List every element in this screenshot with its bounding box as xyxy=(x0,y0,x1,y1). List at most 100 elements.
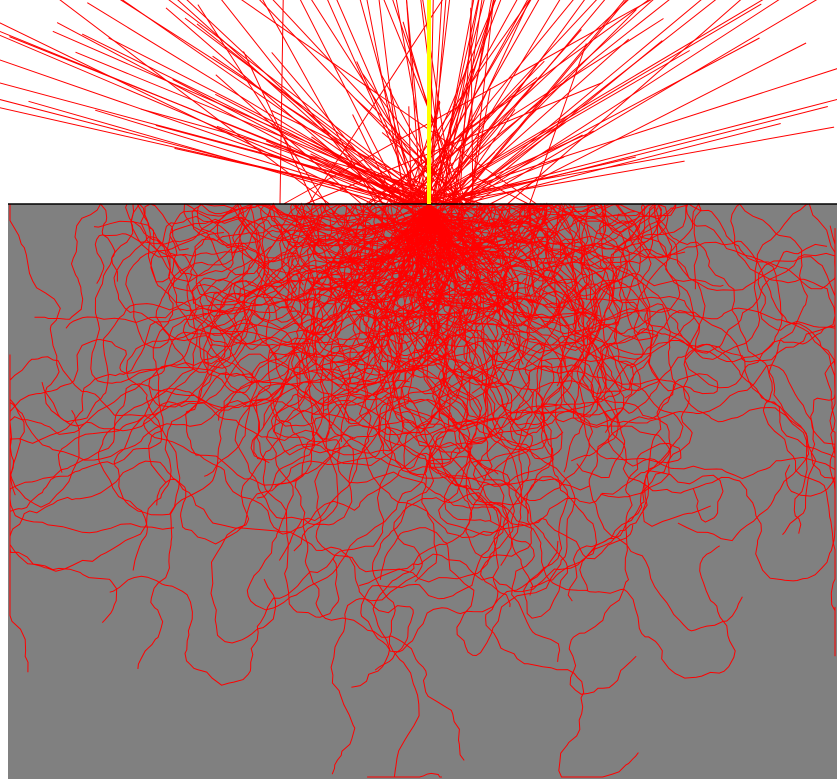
backscatter-ray xyxy=(336,0,427,205)
electron-trajectory xyxy=(57,203,430,473)
electron-trajectory xyxy=(344,203,642,426)
electron-trajectory xyxy=(428,203,711,527)
backscatter-ray xyxy=(186,0,406,205)
electron-trajectory xyxy=(415,203,677,433)
electron-trajectory xyxy=(324,203,602,434)
backscatter-ray xyxy=(311,0,443,205)
electron-trajectory xyxy=(182,203,430,618)
backscatter-ray xyxy=(221,0,384,205)
backscatter-ray xyxy=(430,0,485,205)
electron-trajectory xyxy=(312,202,623,514)
backscatter-ray xyxy=(454,0,626,205)
backscatter-ray xyxy=(108,37,435,205)
electron-trajectory xyxy=(428,203,563,388)
electron-trajectory xyxy=(140,203,448,386)
electron-trajectory xyxy=(428,203,836,445)
backscatter-ray xyxy=(444,106,828,205)
backscatter-ray xyxy=(271,52,402,205)
backscatter-ray xyxy=(243,51,315,205)
backscatter-ray xyxy=(405,0,574,205)
electron-trajectory xyxy=(246,203,499,611)
electron-trajectory xyxy=(401,203,661,431)
backscatter-ray xyxy=(378,0,405,205)
electron-trajectory xyxy=(286,203,836,497)
electron-trajectory xyxy=(360,203,682,695)
backscatter-ray xyxy=(463,123,781,205)
electron-trajectory xyxy=(191,203,634,560)
backscatter-ray xyxy=(405,0,597,205)
electron-trajectory xyxy=(422,203,515,383)
electron-trajectory xyxy=(428,203,561,662)
backscatter-ray xyxy=(383,0,468,205)
electron-trajectory xyxy=(392,203,474,443)
backscatter-ray xyxy=(469,174,529,205)
backscatter-ray xyxy=(0,22,373,205)
electron-trajectory xyxy=(425,203,836,657)
electron-trajectory xyxy=(314,202,577,367)
backscatter-ray xyxy=(404,126,835,205)
electron-trajectory xyxy=(428,202,669,337)
electron-trajectory xyxy=(109,203,430,686)
electron-trajectory xyxy=(291,203,446,380)
electron-trajectory xyxy=(34,203,446,454)
backscatter-ray xyxy=(434,0,475,205)
backscatter-ray xyxy=(418,0,764,205)
electron-trajectory xyxy=(234,203,432,526)
backscatter-ray xyxy=(283,0,652,205)
electron-trajectory xyxy=(385,203,659,363)
backscatter-ray xyxy=(310,153,415,205)
electron-trajectory xyxy=(314,203,651,583)
backscatter-ray xyxy=(279,0,284,205)
backscatter-ray xyxy=(262,0,377,205)
backscatter-ray xyxy=(422,3,762,205)
backscatter-ray xyxy=(52,30,450,205)
electron-trajectory xyxy=(329,203,591,506)
backscatter-ray xyxy=(368,77,538,205)
backscatter-ray xyxy=(216,125,430,205)
backscatter-ray xyxy=(56,22,400,205)
electron-trajectory xyxy=(302,203,635,297)
electron-trajectory xyxy=(427,203,783,423)
electron-trajectory xyxy=(294,203,634,271)
electron-trajectory xyxy=(419,203,672,498)
backscatter-ray xyxy=(416,68,837,205)
backscatter-ray xyxy=(305,82,603,205)
electron-trajectory xyxy=(293,203,519,401)
backscatter-ray xyxy=(463,0,780,205)
electron-trajectory xyxy=(395,203,580,254)
electron-trajectory xyxy=(278,203,430,561)
electron-trajectory xyxy=(367,203,451,778)
backscatter-ray xyxy=(174,147,425,205)
electron-trajectory xyxy=(428,203,511,347)
electron-trajectory xyxy=(379,203,585,657)
electron-trajectory xyxy=(392,203,544,448)
backscatter-ray xyxy=(241,0,537,205)
electron-trajectory xyxy=(363,203,481,583)
backscatter-ray xyxy=(406,0,426,205)
backscatter-ray xyxy=(272,0,465,205)
electron-trajectory xyxy=(359,203,598,593)
backscatter-ray xyxy=(259,0,458,205)
backscatter-ray xyxy=(165,7,393,205)
backscatter-ray xyxy=(121,0,418,205)
electron-trajectory xyxy=(148,203,474,442)
backscatter-ray xyxy=(452,0,483,205)
electron-trajectory xyxy=(371,203,836,582)
electron-trajectory xyxy=(9,203,432,423)
electron-trajectory xyxy=(9,203,430,496)
electron-trajectory xyxy=(424,203,836,536)
electron-trajectory xyxy=(428,202,702,344)
electron-trajectory xyxy=(9,203,430,609)
backscatter-ray xyxy=(403,0,518,205)
backscatter-ray xyxy=(449,109,516,205)
backscatter-ray xyxy=(444,38,630,205)
backscatter-ray xyxy=(365,0,650,205)
backscatter-ray xyxy=(470,0,495,205)
electron-trajectory xyxy=(137,203,430,669)
electron-trajectory xyxy=(316,203,435,329)
backscatter-ray xyxy=(0,99,404,205)
backscatter-ray xyxy=(81,33,429,205)
backscatter-ray xyxy=(385,0,531,205)
backscatter-ray xyxy=(507,0,742,205)
